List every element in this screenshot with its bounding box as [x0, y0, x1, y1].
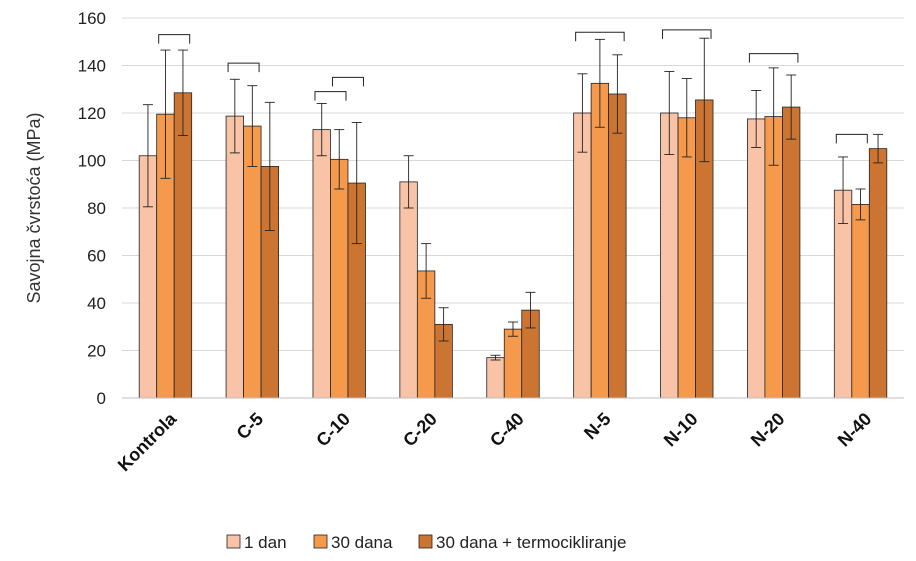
y-tick-label: 80 [87, 199, 106, 218]
legend: 1 dan 30 dana 30 dana + termocikliranje [226, 533, 626, 552]
x-category-label: Kontrola [114, 408, 181, 475]
x-category-label: C-10 [312, 409, 354, 451]
y-tick-label: 120 [78, 104, 106, 123]
bar [851, 204, 870, 399]
significance-bracket [158, 34, 191, 44]
legend-label: 1 dan [244, 533, 287, 552]
y-tick-label: 160 [78, 9, 106, 28]
x-category-label: C-5 [233, 409, 268, 444]
y-tick-label: 60 [87, 247, 106, 266]
y-tick-label: 140 [78, 57, 106, 76]
y-axis-ticks: 0 20 40 60 80 100 120 140 160 [78, 9, 106, 408]
y-tick-label: 40 [87, 294, 106, 313]
significance-bracket [331, 76, 364, 87]
legend-label: 30 dana + termocikliranje [436, 533, 626, 552]
bar [868, 148, 888, 399]
legend-swatch [226, 534, 241, 549]
significance-bracket [575, 31, 625, 42]
bar [747, 118, 766, 399]
bar [399, 181, 418, 399]
significance-bracket [662, 29, 712, 39]
y-tick-label: 20 [87, 342, 106, 361]
x-category-label: N-20 [747, 409, 789, 451]
bar [660, 112, 679, 399]
bars [138, 82, 888, 399]
x-category-label: C-40 [486, 409, 528, 451]
significance-bracket [314, 91, 347, 101]
significance-bracket [835, 133, 868, 144]
bar [503, 328, 523, 399]
x-category-label: N-5 [580, 409, 615, 444]
bar [173, 92, 193, 399]
bar [573, 112, 592, 399]
bar [225, 115, 244, 399]
bar [782, 106, 801, 399]
y-tick-label: 100 [78, 152, 106, 171]
x-category-label: C-20 [399, 409, 441, 451]
bar [486, 357, 505, 399]
x-category-label: N-10 [660, 409, 702, 451]
significance-bracket [227, 62, 260, 73]
significance-brackets [158, 29, 868, 144]
y-tick-label: 0 [97, 389, 106, 408]
bar [312, 129, 331, 399]
legend-label: 30 dana [331, 533, 393, 552]
x-axis-category-labels: Kontrola C-5 C-10 C-20 C-40 N-5 N-10 N-20 N-40 [114, 408, 876, 475]
legend-swatch [313, 534, 328, 549]
x-category-label: N-40 [834, 409, 876, 451]
bar [330, 158, 349, 399]
error-bars [142, 37, 884, 361]
y-axis-title: Savojna čvrstoća (MPa) [24, 112, 44, 303]
significance-bracket [748, 53, 799, 63]
bar [590, 82, 610, 399]
legend-swatch [418, 534, 433, 549]
bar [608, 93, 627, 399]
bar [677, 117, 696, 399]
